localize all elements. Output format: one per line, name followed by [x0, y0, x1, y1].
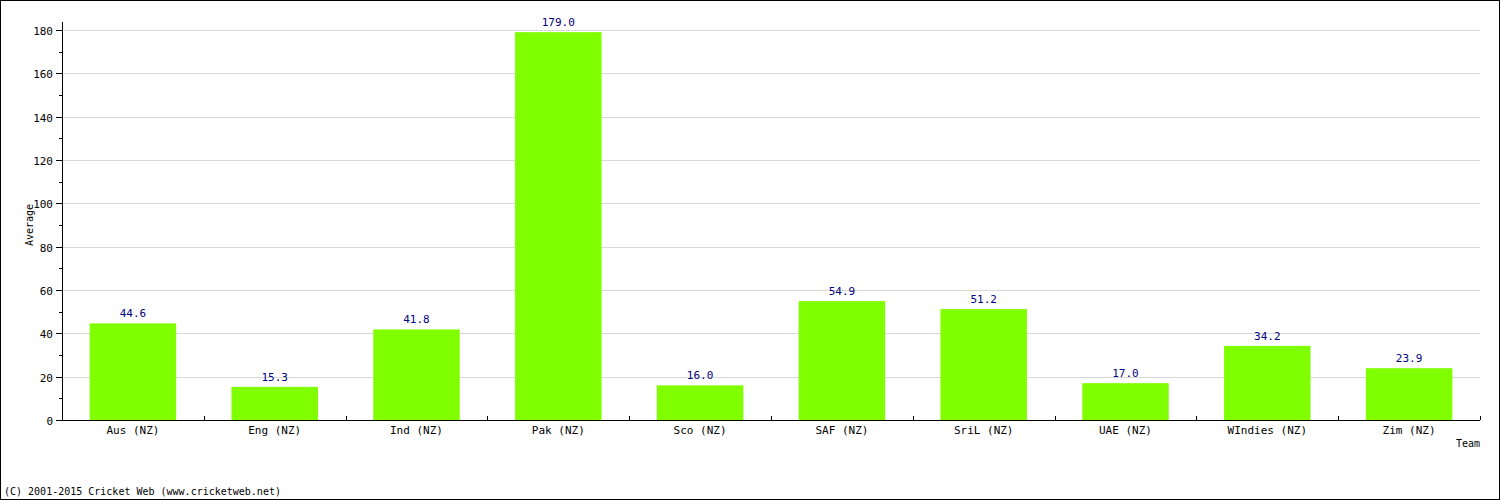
y-minor-tick: [59, 138, 62, 139]
y-minor-tick: [59, 355, 62, 356]
y-tick: [56, 160, 62, 161]
y-tick: [56, 333, 62, 334]
y-tick-label: 160: [33, 68, 53, 81]
data-label: 54.9: [829, 285, 856, 298]
y-tick-label: 0: [46, 415, 53, 428]
grid-line: [62, 203, 1480, 204]
y-minor-tick: [59, 52, 62, 53]
data-label: 23.9: [1396, 352, 1423, 365]
grid-line: [62, 160, 1480, 161]
y-tick-label: 180: [33, 25, 53, 38]
x-tick: [346, 416, 347, 420]
x-tick-label: SAF (NZ): [815, 424, 868, 437]
bar: [373, 329, 459, 420]
bar: [90, 323, 176, 420]
x-tick-label: Aus (NZ): [106, 424, 159, 437]
y-tick: [56, 290, 62, 291]
x-tick-label: WIndies (NZ): [1228, 424, 1307, 437]
grid-line: [62, 290, 1480, 291]
y-tick-label: 60: [40, 285, 53, 298]
x-tick: [771, 416, 772, 420]
y-minor-tick: [59, 225, 62, 226]
y-minor-tick: [59, 268, 62, 269]
y-axis: [62, 22, 63, 420]
bar: [515, 32, 601, 420]
bar: [1082, 383, 1168, 420]
y-tick: [56, 30, 62, 31]
data-label: 15.3: [261, 371, 288, 384]
x-axis-label: Team: [1456, 438, 1480, 449]
data-label: 34.2: [1254, 330, 1281, 343]
y-tick: [56, 247, 62, 248]
y-tick-label: 80: [40, 242, 53, 255]
grid-line: [62, 117, 1480, 118]
y-tick: [56, 203, 62, 204]
x-tick-label: UAE (NZ): [1099, 424, 1152, 437]
x-tick-label: SriL (NZ): [954, 424, 1014, 437]
bar: [231, 387, 317, 420]
data-label: 41.8: [403, 313, 430, 326]
chart-container: 0 20 40 60 80 100 120 140 160 180 Aus (NZ) Eng (NZ)…: [0, 0, 1500, 500]
data-label: 16.0: [687, 369, 714, 382]
data-label: 17.0: [1112, 367, 1139, 380]
x-tick: [487, 416, 488, 420]
y-tick: [56, 73, 62, 74]
grid-line: [62, 73, 1480, 74]
y-tick-label: 40: [40, 328, 53, 341]
bar: [940, 309, 1026, 420]
y-axis-label: Average: [24, 204, 35, 246]
y-tick: [56, 420, 62, 421]
x-tick-label: Sco (NZ): [674, 424, 727, 437]
frame: [1, 1, 1500, 500]
bar: [1224, 346, 1310, 420]
y-minor-tick: [59, 398, 62, 399]
x-tick: [1338, 416, 1339, 420]
bar: [657, 385, 743, 420]
x-tick-label: Zim (NZ): [1383, 424, 1436, 437]
x-tick: [1055, 416, 1056, 420]
y-tick-label: 140: [33, 112, 53, 125]
grid: [56, 31, 1480, 421]
data-label: 179.0: [542, 16, 575, 29]
y-tick-label: 120: [33, 155, 53, 168]
x-axis: [62, 420, 1480, 421]
bar: [1366, 368, 1452, 420]
footer-note: (C) 2001-2015 Cricket Web (www.cricketwe…: [4, 486, 281, 497]
x-tick-label: Pak (NZ): [532, 424, 585, 437]
chart-svg: 0 20 40 60 80 100 120 140 160 180 Aus (NZ) Eng (NZ)…: [0, 0, 1500, 500]
x-tick: [629, 416, 630, 420]
y-minor-tick: [59, 312, 62, 313]
x-tick: [1480, 416, 1481, 420]
x-tick-label: Ind (NZ): [390, 424, 443, 437]
grid-line: [62, 30, 1480, 31]
x-tick: [913, 416, 914, 420]
data-label: 44.6: [120, 307, 147, 320]
x-tick: [204, 416, 205, 420]
y-tick-label: 20: [40, 372, 53, 385]
y-tick: [56, 117, 62, 118]
bars: [90, 32, 1453, 420]
grid-line: [62, 247, 1480, 248]
data-label: 51.2: [970, 293, 997, 306]
x-tick: [1196, 416, 1197, 420]
y-minor-tick: [59, 182, 62, 183]
y-tick-label: 100: [33, 198, 53, 211]
bar: [799, 301, 885, 420]
x-tick-label: Eng (NZ): [248, 424, 301, 437]
y-tick: [56, 377, 62, 378]
y-minor-tick: [59, 95, 62, 96]
